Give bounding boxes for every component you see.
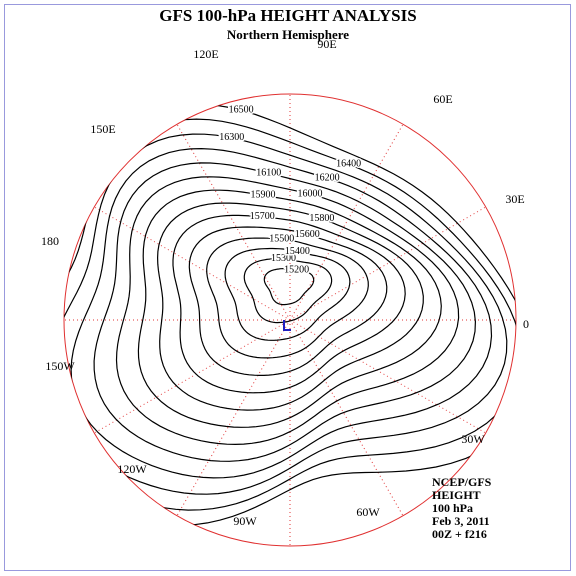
info-line: Feb 3, 2011 xyxy=(432,514,490,528)
contour-label: 16500 xyxy=(229,105,254,116)
meridian xyxy=(289,319,404,516)
info-line: HEIGHT xyxy=(432,488,481,502)
longitude-label: 120W xyxy=(117,462,147,476)
longitude-label: 180 xyxy=(41,234,59,248)
contour-label: 15400 xyxy=(285,246,310,257)
pole-marker xyxy=(283,320,291,331)
contour-line xyxy=(243,258,333,324)
longitude-label: 120E xyxy=(193,47,218,61)
subtitle: Northern Hemisphere xyxy=(227,27,349,42)
labels: 0 30E 60E 90E 120E 150E 180 150W 120W 90W 60W 30W 15… xyxy=(41,37,529,541)
contour-label: 16000 xyxy=(297,188,322,199)
longitude-label: 0 xyxy=(523,317,529,331)
contour-label: 16100 xyxy=(256,168,281,179)
frame xyxy=(4,4,571,571)
contour-line xyxy=(64,133,508,495)
contour-line xyxy=(188,226,388,376)
contour-line xyxy=(263,268,315,306)
contour-label: 16200 xyxy=(315,172,340,183)
meridian xyxy=(94,206,291,321)
contours xyxy=(64,103,516,527)
contour-label: 15200 xyxy=(284,264,309,275)
contour-line xyxy=(172,214,406,394)
contour-label: 15800 xyxy=(309,213,334,224)
longitude-label: 60W xyxy=(356,505,380,519)
meridian xyxy=(289,124,404,321)
longitude-label: 30E xyxy=(505,192,524,206)
map-boundary xyxy=(63,93,517,547)
contour-label: 15900 xyxy=(251,190,276,201)
longitude-label: 90W xyxy=(233,514,257,528)
contour-label: 15600 xyxy=(295,229,320,240)
contour-label: 16400 xyxy=(336,159,361,170)
contour-line xyxy=(93,162,477,462)
meridian xyxy=(94,319,291,434)
contour-line xyxy=(115,176,460,446)
meridian xyxy=(176,319,291,516)
longitude-label: 150E xyxy=(90,122,115,136)
longitude-label: 90E xyxy=(317,37,336,51)
contour-label: 16300 xyxy=(219,132,244,143)
contour-line xyxy=(64,118,516,511)
contour-label: 15300 xyxy=(271,253,296,264)
contour-line xyxy=(64,103,516,527)
contour-label: 15500 xyxy=(269,233,294,244)
contour-line xyxy=(137,189,442,428)
contour-line xyxy=(70,147,493,479)
longitude-label: 150W xyxy=(45,359,75,373)
contour-line xyxy=(206,237,369,359)
info-line: 100 hPa xyxy=(432,501,473,515)
contour-label: 15700 xyxy=(250,211,275,222)
meridian xyxy=(289,319,486,434)
meridians xyxy=(64,94,516,546)
meridian xyxy=(289,206,486,321)
longitude-label: 30W xyxy=(461,432,485,446)
contour-line xyxy=(156,202,424,411)
longitude-label: 60E xyxy=(433,92,452,106)
title: GFS 100-hPa HEIGHT ANALYSIS xyxy=(159,6,416,25)
contour-line xyxy=(224,247,351,341)
info-line: 00Z + f216 xyxy=(432,527,487,541)
info-line: NCEP/GFS xyxy=(432,475,492,489)
meridian xyxy=(176,124,291,321)
